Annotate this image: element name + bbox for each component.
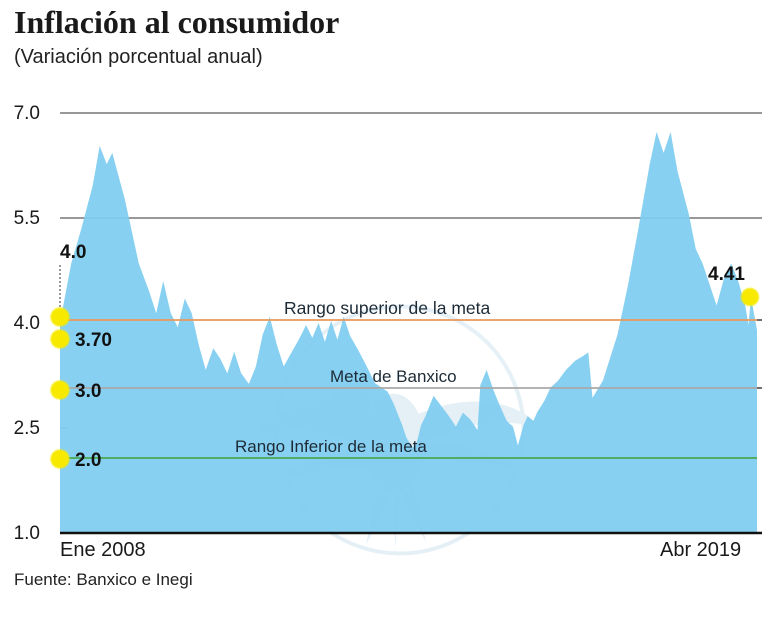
svg-text:3.0: 3.0	[75, 381, 101, 402]
svg-text:Abr 2019: Abr 2019	[660, 539, 741, 561]
svg-text:Ene 2008: Ene 2008	[60, 539, 146, 561]
svg-text:Rango superior de la meta: Rango superior de la meta	[284, 298, 490, 318]
svg-text:1.0: 1.0	[14, 523, 40, 544]
svg-text:3.70: 3.70	[75, 330, 112, 351]
svg-text:4.41: 4.41	[708, 264, 745, 285]
svg-text:4.0: 4.0	[60, 242, 86, 263]
svg-text:Rango Inferior de la meta: Rango Inferior de la meta	[235, 437, 427, 456]
svg-text:7.0: 7.0	[14, 103, 40, 124]
svg-text:2.5: 2.5	[14, 418, 40, 439]
svg-text:2.0: 2.0	[75, 450, 101, 471]
svg-text:5.5: 5.5	[14, 208, 40, 229]
svg-text:4.0: 4.0	[14, 313, 40, 334]
svg-text:Meta de Banxico: Meta de Banxico	[330, 367, 457, 386]
